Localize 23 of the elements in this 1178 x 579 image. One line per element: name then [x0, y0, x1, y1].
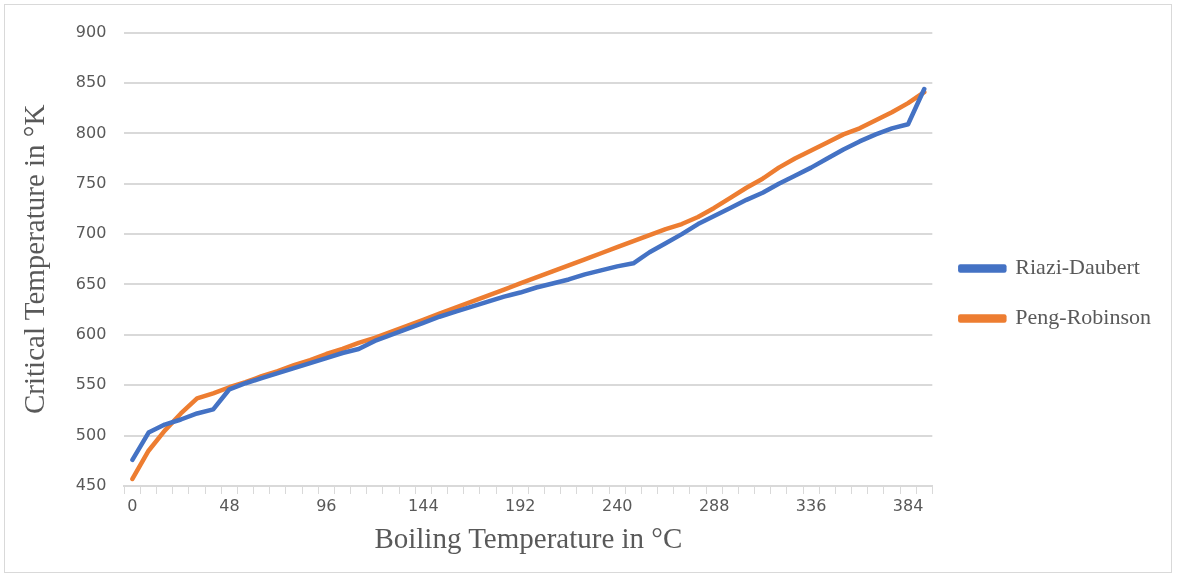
y-tick-label: 600: [75, 324, 107, 344]
x-tick-label: 288: [698, 495, 730, 515]
legend-label: Riazi-Daubert: [1015, 254, 1140, 280]
y-tick-label: 500: [75, 424, 107, 444]
y-tick-label: 450: [75, 475, 107, 495]
y-axis-title: Critical Temperature in °K: [18, 104, 51, 414]
legend-label: Peng-Robinson: [1015, 304, 1152, 330]
y-tick-label: 750: [75, 172, 107, 192]
y-tick-label: 650: [75, 273, 107, 293]
y-tick-label: 700: [75, 223, 107, 243]
y-tick-label: 800: [75, 122, 107, 142]
x-tick-label: 336: [795, 495, 827, 515]
x-tick-label: 0: [127, 495, 138, 515]
x-axis-title: Boiling Temperature in °C: [374, 522, 683, 555]
y-tick-label: 850: [75, 72, 107, 92]
x-tick-label: 96: [316, 495, 337, 515]
y-tick-label: 550: [75, 374, 107, 394]
x-tick-label: 192: [504, 495, 536, 515]
x-tick-label: 48: [219, 495, 240, 515]
y-tick-label: 900: [75, 21, 107, 41]
x-tick-label: 384: [892, 495, 924, 515]
x-tick-label: 144: [408, 495, 439, 515]
x-tick-label: 240: [601, 495, 633, 515]
